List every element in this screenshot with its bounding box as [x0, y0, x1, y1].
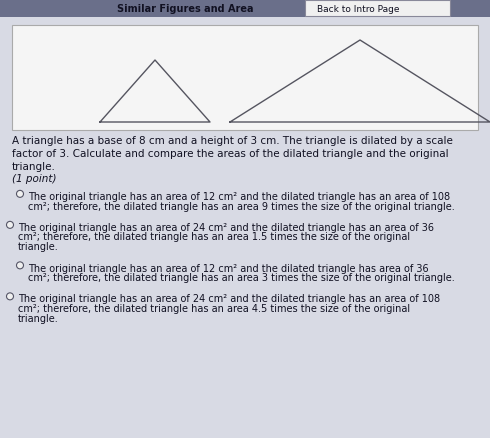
FancyBboxPatch shape [12, 26, 478, 131]
Text: (1 point): (1 point) [12, 173, 56, 184]
Text: The original triangle has an area of 12 cm² and the dilated triangle has an area: The original triangle has an area of 12 … [28, 191, 450, 201]
Bar [0, 0, 490, 18]
FancyBboxPatch shape [305, 1, 450, 17]
Text: The original triangle has an area of 12 cm² and the dilated triangle has a⁠rea o: The original triangle has an area of 12 … [28, 263, 429, 273]
Text: A triangle has a base of 8 cm and a height of 3 cm. The triangle is dilated by a: A triangle has a base of 8 cm and a heig… [12, 136, 453, 172]
Circle shape [17, 262, 24, 269]
Text: The original triangle has an area of 24 cm² and the dilated triangle has an area: The original triangle has an area of 24 … [18, 294, 440, 304]
Circle shape [17, 191, 24, 198]
Text: triangle.: triangle. [18, 241, 59, 251]
Text: The original triangle has an area of 24 cm² and the dilated triangle has an area: The original triangle has an area of 24 … [18, 223, 434, 233]
Text: cm²; therefore, the dilated triangle has an area 3 times the size of the origina: cm²; therefore, the dilated triangle has… [28, 272, 455, 283]
Text: cm²; therefore, the dilated triangle has an area 9 times the size of the origina: cm²; therefore, the dilated triangle has… [28, 201, 455, 211]
Circle shape [6, 293, 14, 300]
Text: Back to Intro Page: Back to Intro Page [317, 4, 399, 14]
Text: triangle.: triangle. [18, 313, 59, 323]
Circle shape [6, 222, 14, 229]
Text: cm²; therefore, the dilated triangle has an area 1.5 times the size of the origi: cm²; therefore, the dilated triangle has… [18, 232, 410, 242]
Text: Similar Figures and Area: Similar Figures and Area [117, 4, 253, 14]
Text: cm²; therefore, the dilated triangle has an area 4.5 times the size of the origi: cm²; therefore, the dilated triangle has… [18, 303, 410, 313]
